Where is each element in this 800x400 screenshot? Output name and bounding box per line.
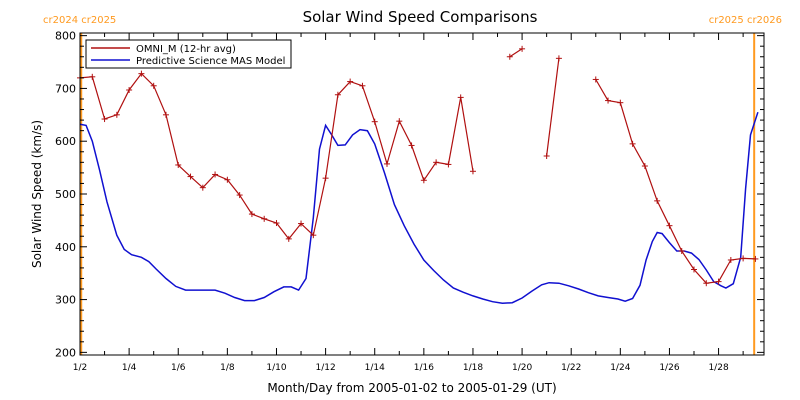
legend-box [85,39,292,69]
omni-data-point [666,222,673,229]
omni-data-point [445,161,452,168]
y-axis: 200 300 400 500 600 700 800 [55,30,764,359]
omni-data-point [703,280,710,287]
omni-data-point [334,91,341,98]
omni-data-point [371,118,378,125]
omni-data-point [433,159,440,166]
omni-series-segment [595,79,756,284]
omni-data-point [469,168,476,175]
carrington-label-right: cr2025 cr2026 [709,15,782,26]
x-tick-label: 1/6 [171,363,186,373]
y-tick-label: 200 [55,346,76,359]
carrington-label-left: cr2024 cr2025 [43,15,116,26]
omni-data-point [322,175,329,182]
omni-data-point [138,70,145,77]
omni-data-point [408,142,415,149]
x-tick-label: 1/20 [512,363,532,373]
omni-data-point [187,173,194,180]
x-tick-label: 1/16 [414,363,434,373]
omni-series-segment [546,58,560,157]
omni-data-point [384,160,391,167]
omni-data-point [199,184,206,191]
omni-data-point [592,76,599,83]
omni-data-point [261,215,268,222]
y-tick-label: 500 [55,188,76,201]
omni-data-point [273,220,280,227]
omni-data-point [347,78,354,85]
legend-label-omni: OMNI_M (12-hr avg) [136,44,236,55]
omni-data-point [543,152,550,159]
omni-data-point [89,73,96,80]
omni-data-point [605,97,612,104]
y-tick-label: 600 [55,135,76,148]
x-tick-label: 1/10 [266,363,286,373]
legend: OMNI_M (12-hr avg) Predictive Science MA… [85,39,292,69]
omni-data-point [162,111,169,118]
omni-data-point [285,235,292,242]
omni-data-point [691,266,698,273]
y-tick-label: 400 [55,241,76,254]
y-tick-label: 800 [55,30,76,43]
x-tick-label: 1/4 [122,363,137,373]
x-tick-label: 1/22 [561,363,581,373]
omni-data-point [506,53,513,60]
omni-data-point [212,171,219,178]
omni-data-point [396,118,403,125]
omni-data-point [555,55,562,62]
omni-data-point [519,45,526,52]
omni-data-point [236,192,243,199]
omni-data-point [359,82,366,89]
model-series-line [79,111,759,305]
omni-data-point [175,161,182,168]
omni-series-segment [509,48,523,58]
x-tick-label: 1/26 [659,363,679,373]
omni-data-point [298,220,305,227]
omni-data-point [224,176,231,183]
x-axis: 1/2 1/4 1/6 1/8 1/10 1/12 1/14 1/16 1/18 1/20 1/22… [73,33,744,373]
x-tick-label: 1/14 [365,363,385,373]
omni-data-point [654,197,661,204]
x-tick-label: 1/24 [610,363,630,373]
x-tick-label: 1/12 [315,363,335,373]
x-tick-label: 1/28 [708,363,728,373]
omni-data-point [629,140,636,147]
y-tick-label: 300 [55,294,76,307]
omni-data-point [126,87,133,94]
legend-label-model: Predictive Science MAS Model [136,56,285,67]
omni-data-point [113,111,120,118]
x-axis-title: Month/Day from 2005-01-02 to 2005-01-29 … [267,381,556,395]
omni-data-point [420,177,427,184]
omni-data-point [457,94,464,101]
omni-data-point [740,255,747,262]
x-tick-label: 1/2 [73,363,87,373]
y-axis-title: Solar Wind Speed (km/s) [30,120,44,268]
omni-data-point [641,163,648,170]
plot-area [77,33,759,355]
omni-data-point [715,278,722,285]
omni-data-point [617,99,624,106]
omni-data-point [727,256,734,263]
chart-title: Solar Wind Speed Comparisons [303,8,538,26]
x-tick-label: 1/8 [220,363,235,373]
y-tick-label: 700 [55,82,76,95]
omni-data-point [310,232,317,239]
x-tick-label: 1/18 [463,363,483,373]
omni-data-point [101,116,108,123]
omni-data-point [248,211,255,218]
omni-data-point [678,248,685,255]
omni-data-point [752,255,759,262]
omni-data-point [150,82,157,89]
